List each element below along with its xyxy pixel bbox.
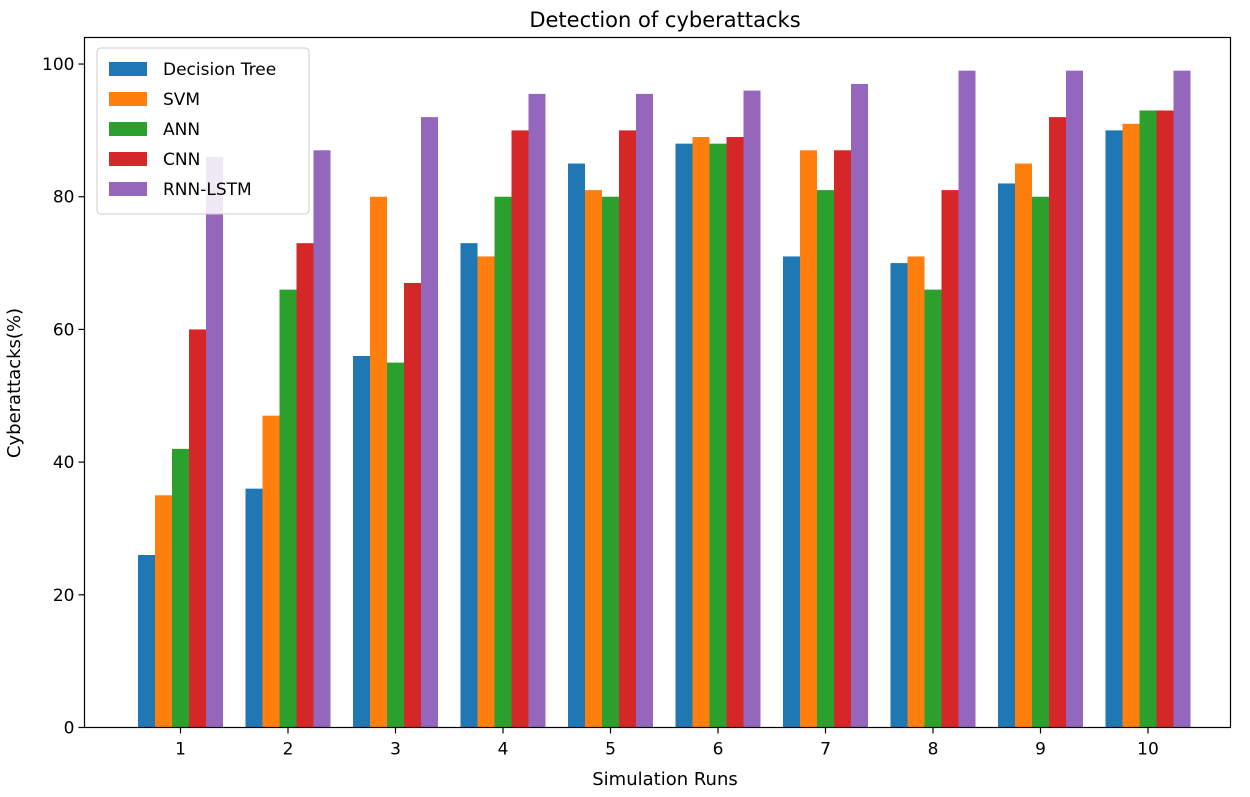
- bars-layer: [138, 70, 1191, 728]
- legend-swatch: [109, 92, 147, 106]
- x-tick-label: 10: [1137, 740, 1159, 760]
- bar: [941, 190, 959, 728]
- plot-frame: [83, 36, 1232, 729]
- series-rnn-lstm: [206, 70, 1191, 728]
- legend-label: Decision Tree: [163, 60, 276, 80]
- bar: [421, 117, 438, 728]
- series-svm: [155, 123, 1140, 728]
- bar: [958, 70, 976, 728]
- bar: [1015, 163, 1032, 728]
- x-tick-label: 6: [713, 740, 724, 760]
- y-tick-label: 80: [53, 188, 75, 208]
- series-cnn: [189, 110, 1174, 728]
- x-tick-label: 4: [498, 740, 509, 760]
- bar: [353, 355, 370, 728]
- bar: [404, 282, 421, 728]
- bar: [313, 150, 331, 728]
- bar: [743, 90, 761, 728]
- x-axis: 1 2 3 4 5 6 7 8 9 10: [175, 727, 1159, 760]
- y-axis: 0 20 40 60 80 100: [42, 55, 85, 739]
- series-decision-tree: [138, 130, 1123, 728]
- bar: [817, 190, 834, 728]
- legend-box: [96, 47, 310, 215]
- bar: [907, 256, 925, 728]
- bar: [387, 362, 404, 728]
- x-tick-label: 7: [820, 740, 831, 760]
- y-tick-label: 20: [53, 586, 75, 606]
- y-tick-label: 0: [64, 719, 75, 739]
- bar: [726, 137, 744, 728]
- bar: [262, 415, 280, 728]
- bar: [460, 243, 478, 728]
- bar: [692, 137, 710, 728]
- bar: [206, 156, 223, 728]
- legend-label: SVM: [163, 90, 200, 110]
- x-tick-label: 9: [1035, 740, 1046, 760]
- bar: [890, 263, 908, 728]
- bar: [138, 555, 155, 728]
- x-axis-label: Simulation Runs: [592, 769, 738, 790]
- bar: [1105, 130, 1123, 728]
- legend-swatch: [109, 152, 147, 166]
- legend: Decision Tree SVM ANN CNN RNN-LSTM: [96, 47, 310, 215]
- bar: [1066, 70, 1083, 728]
- bar: [1139, 110, 1157, 728]
- bar: [1173, 70, 1191, 728]
- bar: [279, 289, 297, 728]
- y-tick-label: 60: [53, 320, 75, 340]
- bar: [602, 196, 619, 728]
- legend-label: RNN-LSTM: [163, 180, 252, 200]
- chart-title: Detection of cyberattacks: [529, 8, 800, 32]
- bar: [528, 93, 546, 728]
- x-tick-label: 8: [928, 740, 939, 760]
- bar: [370, 196, 387, 728]
- bar: [1032, 196, 1049, 728]
- bar: [511, 130, 529, 728]
- bar: [675, 143, 693, 728]
- bar: [709, 143, 727, 728]
- x-tick-label: 5: [605, 740, 616, 760]
- series-ann: [172, 110, 1157, 728]
- bar: [172, 448, 189, 728]
- bar: [783, 256, 800, 728]
- bar: [998, 183, 1015, 728]
- bar: [585, 190, 602, 728]
- bar: [1049, 117, 1066, 728]
- legend-swatch: [109, 182, 147, 196]
- bar: [924, 289, 942, 728]
- x-tick-label: 1: [175, 740, 186, 760]
- legend-label: ANN: [163, 120, 200, 140]
- x-tick-label: 2: [283, 740, 294, 760]
- bar: [568, 163, 585, 728]
- x-tick-label: 3: [390, 740, 401, 760]
- bar: [189, 329, 206, 728]
- bar: [636, 93, 653, 728]
- bar: [1122, 123, 1140, 728]
- bar: [494, 196, 512, 728]
- bar: [800, 150, 817, 728]
- bar: [245, 488, 263, 728]
- legend-label: CNN: [163, 150, 200, 170]
- bar: [1156, 110, 1174, 728]
- legend-swatch: [109, 62, 147, 76]
- y-tick-label: 100: [42, 55, 74, 75]
- legend-swatch: [109, 122, 147, 136]
- y-tick-label: 40: [53, 453, 75, 473]
- bar: [296, 243, 314, 728]
- bar: [851, 83, 868, 728]
- bar: [834, 150, 851, 728]
- y-axis-label: Cyberattacks(%): [4, 308, 25, 458]
- bar: [619, 130, 636, 728]
- bar: [155, 495, 172, 728]
- bar: [477, 256, 495, 728]
